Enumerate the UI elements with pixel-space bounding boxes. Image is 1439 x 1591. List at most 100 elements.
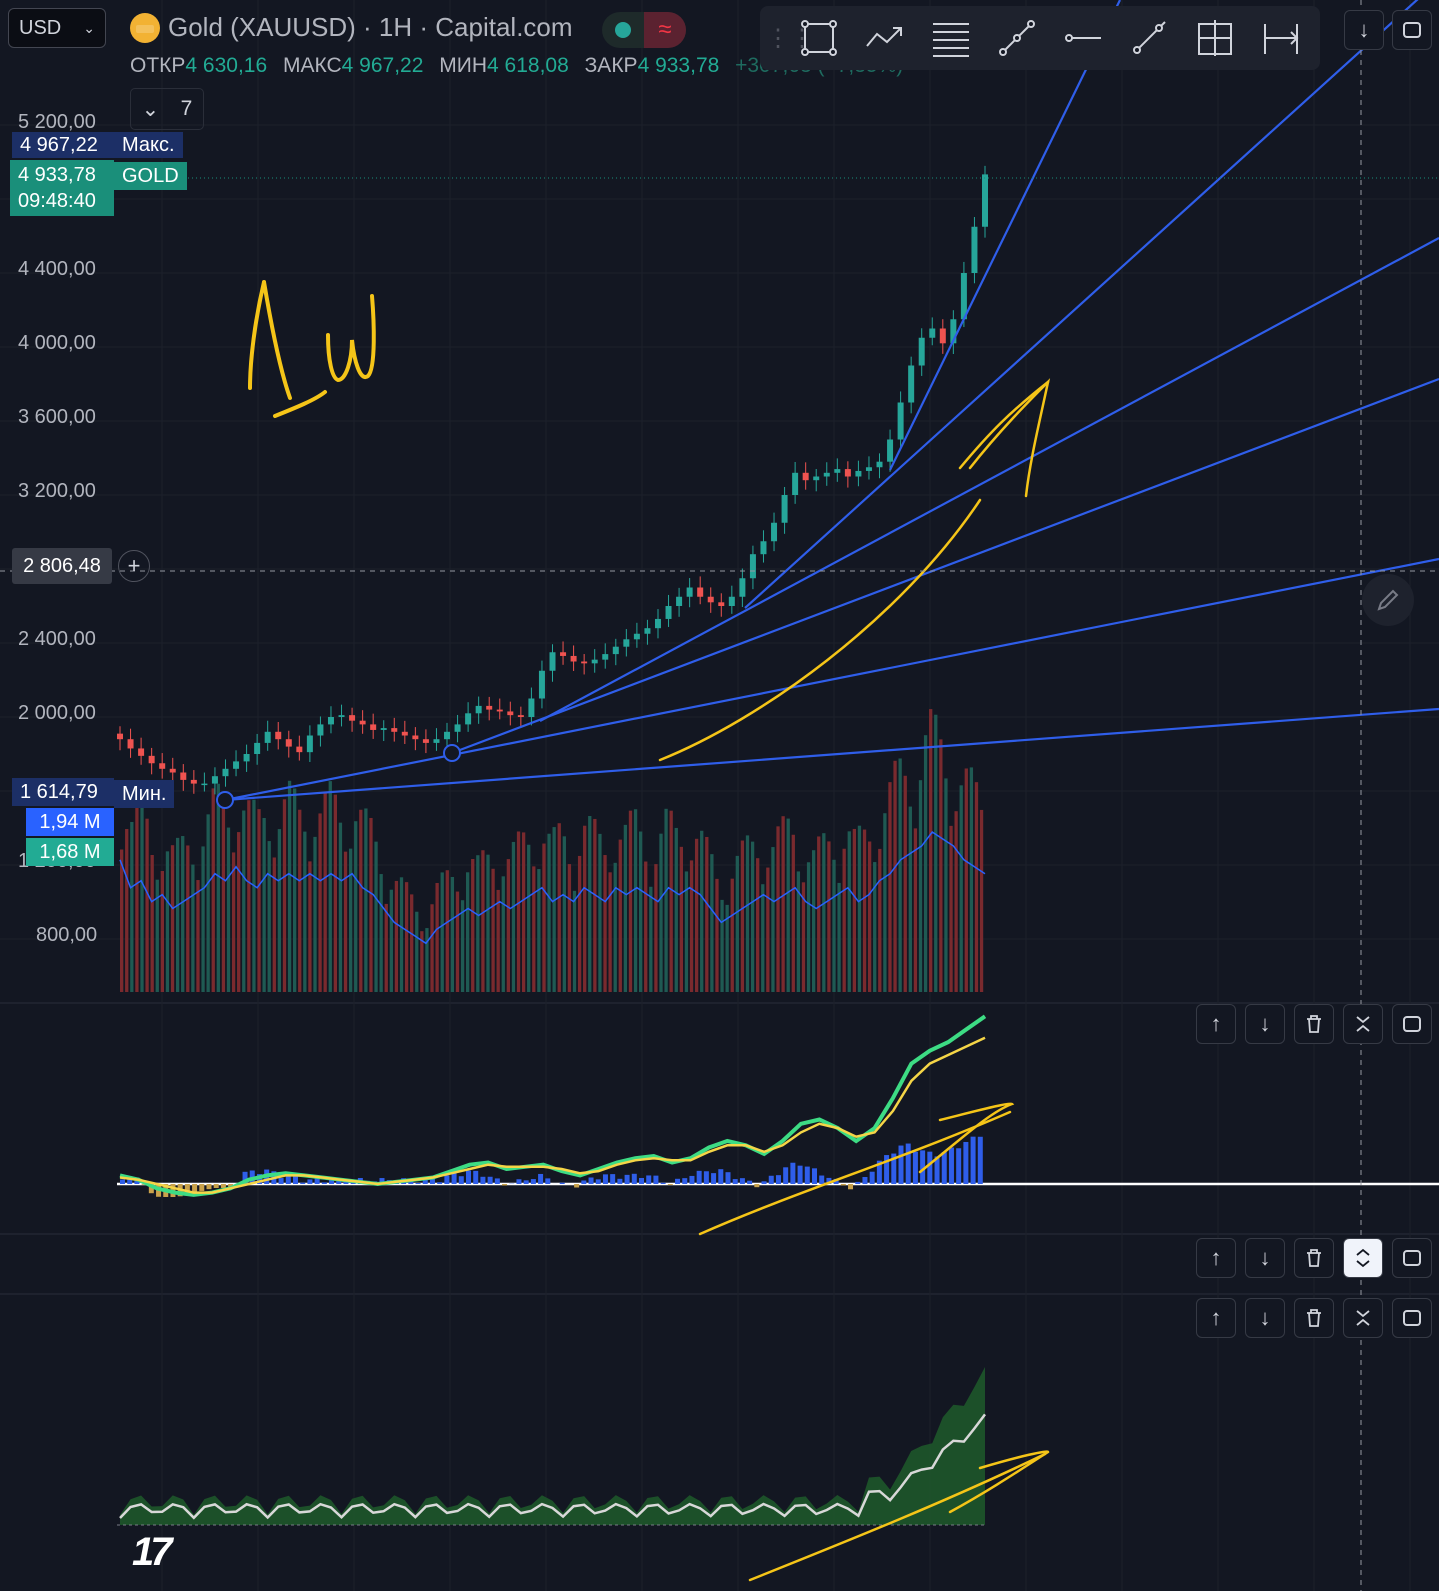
macd-histogram-bar bbox=[574, 1184, 580, 1188]
macd-histogram-bar bbox=[855, 1181, 861, 1184]
volume-bar bbox=[639, 831, 643, 992]
drag-handle-icon[interactable]: ⋮⋮ bbox=[766, 24, 814, 52]
candle-body bbox=[707, 596, 714, 603]
volume-bar bbox=[532, 866, 536, 992]
move-up-button[interactable]: ↑ bbox=[1196, 1298, 1236, 1338]
volume-bar bbox=[389, 889, 393, 992]
volume-bar bbox=[282, 799, 287, 992]
delete-pane-button[interactable] bbox=[1294, 1298, 1334, 1338]
pencil-icon[interactable] bbox=[1362, 574, 1414, 626]
macd-histogram-bar bbox=[797, 1165, 803, 1184]
volume-bar bbox=[934, 714, 938, 992]
volume-bar bbox=[842, 848, 846, 992]
move-up-button[interactable]: ↑ bbox=[1196, 1238, 1236, 1278]
volume-bar bbox=[466, 872, 470, 992]
symbol-title[interactable]: Gold (XAUUSD) · 1H · Capital.com bbox=[130, 12, 573, 43]
volume-bar bbox=[903, 775, 907, 992]
price-tick: 5 200,00 bbox=[18, 111, 96, 133]
candle-body bbox=[359, 720, 366, 725]
market-status[interactable]: ≈ bbox=[602, 12, 686, 48]
volume-bar bbox=[140, 793, 144, 992]
volume-bar bbox=[613, 862, 617, 992]
move-down-button[interactable]: ↓ bbox=[1344, 10, 1384, 50]
path-tool-button[interactable] bbox=[856, 10, 914, 66]
delete-pane-button[interactable] bbox=[1294, 1238, 1334, 1278]
candle-body bbox=[211, 776, 218, 784]
volume-bar bbox=[812, 850, 816, 992]
handwritten-annotations bbox=[248, 280, 1051, 1582]
trash-icon bbox=[1307, 1249, 1321, 1267]
volume-bar bbox=[745, 835, 750, 992]
candle-body bbox=[844, 469, 851, 477]
volume-bar bbox=[547, 833, 551, 992]
volume-bar bbox=[511, 841, 516, 992]
macd-histogram-bar bbox=[199, 1184, 205, 1191]
collapse-pane-button[interactable] bbox=[1343, 1004, 1383, 1044]
volume-bar bbox=[415, 911, 419, 992]
volume-bar bbox=[664, 808, 668, 992]
currency-select[interactable]: USD ⌄ bbox=[8, 8, 106, 48]
arrow-up-icon: ↑ bbox=[1210, 1011, 1222, 1036]
candle-body bbox=[697, 587, 704, 597]
volume-bar bbox=[476, 855, 480, 992]
indicators-count: 7 bbox=[180, 97, 193, 120]
volume-bar bbox=[481, 850, 485, 992]
maximize-icon bbox=[1403, 1016, 1421, 1032]
move-down-button[interactable]: ↓ bbox=[1245, 1004, 1285, 1044]
candle-body bbox=[507, 711, 514, 716]
fib-tool-button[interactable] bbox=[922, 10, 980, 66]
volume-bar bbox=[506, 859, 511, 992]
maximize-pane-button[interactable] bbox=[1392, 1298, 1432, 1338]
macd-histogram-bar bbox=[588, 1177, 594, 1184]
annotation-stroke bbox=[326, 294, 376, 383]
volume-bar bbox=[878, 848, 882, 992]
candle-body bbox=[117, 733, 123, 740]
volume-bar bbox=[120, 849, 124, 992]
maximize-pane-button[interactable] bbox=[1392, 1004, 1432, 1044]
candle-body bbox=[496, 709, 503, 712]
macd-histogram-bar bbox=[848, 1184, 854, 1190]
volume-bar bbox=[949, 825, 953, 992]
move-down-button[interactable]: ↓ bbox=[1245, 1298, 1285, 1338]
maximize-pane-button[interactable] bbox=[1392, 10, 1432, 50]
date-range-tool-button[interactable] bbox=[1252, 10, 1310, 66]
move-up-button[interactable]: ↑ bbox=[1196, 1004, 1236, 1044]
ray-tool-button[interactable] bbox=[1120, 10, 1178, 66]
volume-bar bbox=[221, 803, 226, 992]
volume-bar bbox=[598, 833, 602, 992]
macd-histogram-bar bbox=[747, 1180, 753, 1184]
rectangle-tool-button[interactable] bbox=[790, 10, 848, 66]
macd-histogram-bar bbox=[718, 1169, 724, 1184]
volume-bar bbox=[776, 826, 780, 992]
candle-body bbox=[654, 618, 661, 629]
move-down-button[interactable]: ↓ bbox=[1245, 1238, 1285, 1278]
candle-body bbox=[401, 731, 408, 736]
volume-bar bbox=[669, 810, 673, 992]
volume-bar bbox=[603, 855, 607, 992]
macd-histogram-bar bbox=[653, 1175, 659, 1184]
maximize-pane-button[interactable] bbox=[1392, 1238, 1432, 1278]
high-value: 4 967,22 bbox=[341, 54, 424, 77]
delete-pane-button[interactable] bbox=[1294, 1004, 1334, 1044]
expand-pane-button[interactable] bbox=[1343, 1238, 1383, 1278]
trend-line-tool-button[interactable] bbox=[988, 10, 1046, 66]
long-position-tool-button[interactable] bbox=[1186, 10, 1244, 66]
macd-histogram-bar bbox=[213, 1184, 219, 1188]
macd-histogram-bar bbox=[819, 1175, 825, 1184]
collapse-pane-button[interactable] bbox=[1343, 1298, 1383, 1338]
volume-bar bbox=[262, 817, 266, 992]
volume-bar bbox=[929, 709, 933, 992]
macd-histogram-bar bbox=[220, 1184, 226, 1188]
horizontal-ray-tool-button[interactable] bbox=[1054, 10, 1112, 66]
volume-bar bbox=[761, 884, 765, 992]
volume-bar bbox=[420, 931, 424, 992]
macd-slow-line bbox=[119, 1036, 986, 1194]
volume-bar bbox=[740, 840, 745, 992]
volume-bar bbox=[883, 813, 887, 992]
indicators-toggle[interactable]: ⌄ 7 bbox=[130, 88, 204, 130]
macd-histogram-bar bbox=[948, 1147, 954, 1184]
volume-bar bbox=[944, 778, 948, 992]
trend-lines bbox=[216, 0, 1439, 809]
add-alert-plus-icon[interactable]: + bbox=[118, 550, 150, 582]
